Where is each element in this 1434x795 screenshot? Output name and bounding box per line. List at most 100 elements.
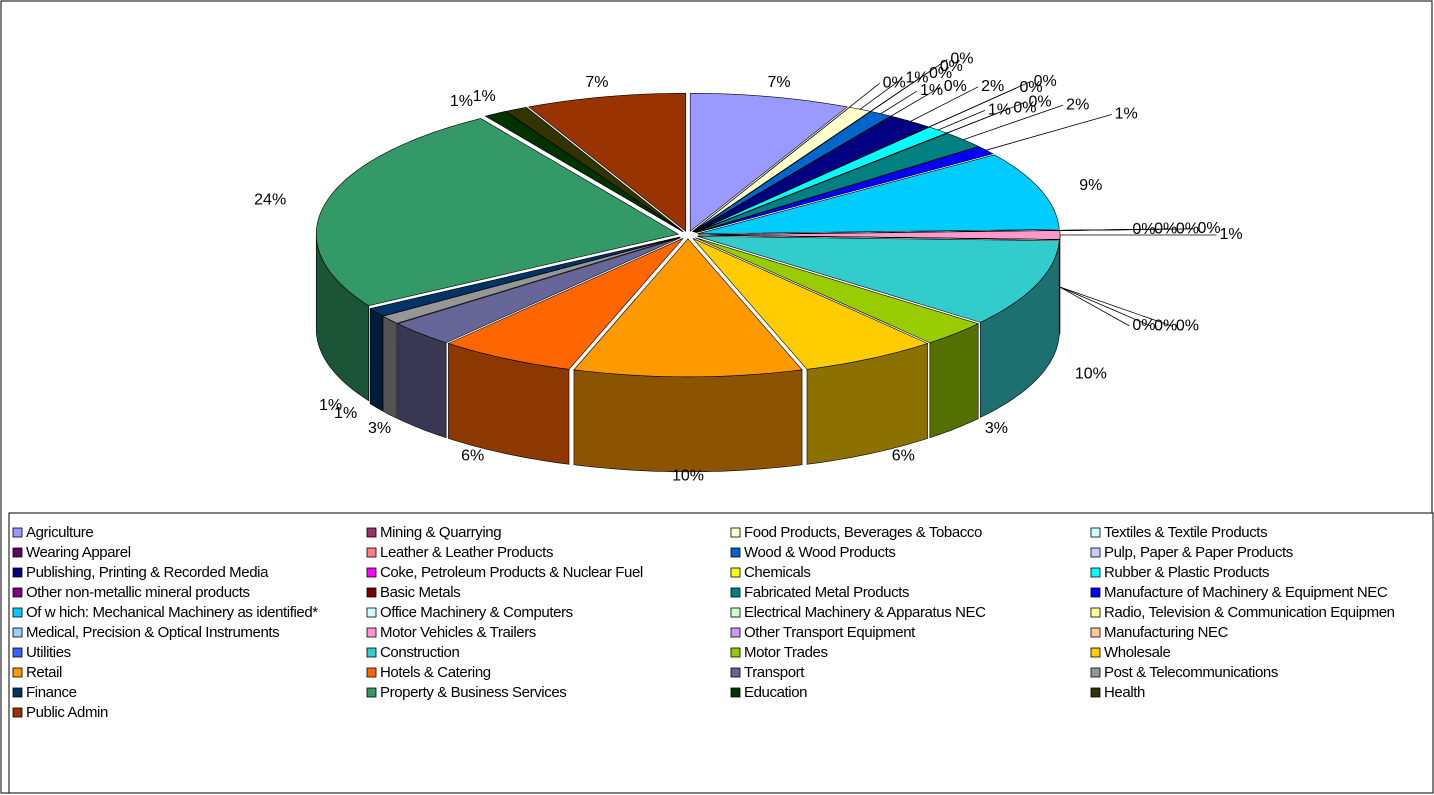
data-label: 2% bbox=[981, 78, 1004, 95]
legend-label: Wood & Wood Products bbox=[744, 544, 896, 561]
legend-label: Health bbox=[1104, 684, 1145, 701]
legend-label: Construction bbox=[380, 644, 459, 661]
legend-label: Coke, Petroleum Products & Nuclear Fuel bbox=[380, 564, 643, 581]
legend-swatch bbox=[366, 667, 377, 678]
legend-swatch bbox=[730, 587, 741, 598]
legend-label: Motor Vehicles & Trailers bbox=[380, 624, 536, 641]
legend-label: Chemicals bbox=[744, 564, 810, 581]
legend-label: Food Products, Beverages & Tobacco bbox=[744, 524, 982, 541]
leader-line bbox=[1059, 286, 1152, 327]
data-label: 9% bbox=[1079, 177, 1102, 194]
leader-line bbox=[1059, 228, 1195, 231]
leader-line bbox=[928, 81, 1031, 128]
legend-swatch bbox=[366, 647, 377, 658]
leader-line bbox=[870, 59, 948, 112]
data-label: 0% bbox=[1028, 93, 1051, 110]
data-label: 24% bbox=[254, 192, 286, 209]
legend-swatch bbox=[1090, 527, 1101, 538]
leader-line bbox=[890, 86, 941, 117]
data-label: 0% bbox=[883, 75, 906, 92]
legend-swatch bbox=[12, 667, 23, 678]
legend-swatch bbox=[730, 567, 741, 578]
legend-swatch bbox=[730, 667, 741, 678]
legend-label: Hotels & Catering bbox=[380, 664, 491, 681]
legend-label: Textiles & Textile Products bbox=[1104, 524, 1267, 541]
data-label: 0% bbox=[940, 58, 963, 75]
pie: 7% 0% 1% 0%0%0%1% 0% 2% 0%0%1% 0%0% 2%1%9%0%0%0%… bbox=[254, 51, 1242, 485]
data-label: 2% bbox=[1066, 96, 1089, 113]
legend-label: Manufacture of Machinery & Equipment NEC bbox=[1104, 584, 1388, 601]
data-label: 1% bbox=[1220, 226, 1243, 243]
legend-label: Transport bbox=[744, 664, 805, 681]
slice-side bbox=[397, 323, 447, 439]
legend-swatch bbox=[730, 547, 741, 558]
slice bbox=[689, 92, 848, 232]
data-label: 3% bbox=[368, 420, 391, 437]
slice bbox=[504, 106, 684, 232]
legend-swatch bbox=[12, 687, 23, 698]
legend-swatch bbox=[12, 547, 23, 558]
data-label: 0% bbox=[1013, 99, 1036, 116]
data-label: 0% bbox=[929, 65, 952, 82]
legend-label: Of w hich: Mechanical Machinery as ident… bbox=[26, 604, 318, 621]
leader-line bbox=[986, 114, 1112, 151]
legend-label: Electrical Machinery & Apparatus NEC bbox=[744, 604, 986, 621]
data-label: 1% bbox=[334, 405, 357, 422]
legend-swatch bbox=[1090, 687, 1101, 698]
data-label: 0% bbox=[1034, 73, 1057, 90]
legend-swatch bbox=[1090, 587, 1101, 598]
legend-swatch bbox=[1090, 567, 1101, 578]
leader-line bbox=[910, 86, 979, 122]
legend-swatch bbox=[730, 607, 741, 618]
legend-label: Property & Business Services bbox=[380, 684, 566, 701]
legend-swatch bbox=[12, 567, 23, 578]
legend-label: Agriculture bbox=[26, 524, 93, 541]
legend-label: Motor Trades bbox=[744, 644, 828, 661]
data-label: 7% bbox=[585, 74, 608, 91]
legend-label: Public Admin bbox=[26, 704, 108, 721]
legend-swatch bbox=[12, 647, 23, 658]
legend-swatch bbox=[1090, 667, 1101, 678]
legend-label: Utilities bbox=[26, 644, 71, 661]
data-label: 10% bbox=[1075, 366, 1107, 383]
legend-label: Other Transport Equipment bbox=[744, 624, 916, 641]
legend-swatch bbox=[366, 527, 377, 538]
data-label: 1% bbox=[905, 70, 928, 87]
legend-label: Other non-metallic mineral products bbox=[26, 584, 250, 601]
slice bbox=[692, 238, 929, 370]
legend-swatch bbox=[366, 567, 377, 578]
legend-swatch bbox=[366, 687, 377, 698]
legend-swatch bbox=[730, 647, 741, 658]
legend-label: Basic Metals bbox=[380, 584, 460, 601]
leader-line bbox=[937, 109, 986, 131]
slice bbox=[484, 111, 683, 232]
legend-swatch bbox=[366, 627, 377, 638]
data-label: 0% bbox=[1198, 220, 1221, 237]
slice bbox=[573, 238, 803, 378]
legend-label: Education bbox=[744, 684, 807, 701]
legend-swatch bbox=[12, 627, 23, 638]
legend-swatch bbox=[1090, 627, 1101, 638]
data-label: 10% bbox=[672, 468, 704, 485]
legend-swatch bbox=[730, 527, 741, 538]
slice-side bbox=[929, 323, 979, 439]
legend-swatch bbox=[12, 607, 23, 618]
leader-line bbox=[963, 104, 1064, 141]
legend-swatch bbox=[12, 707, 23, 718]
data-label: 1% bbox=[473, 88, 496, 105]
legend-label: Manufacturing NEC bbox=[1104, 624, 1229, 641]
legend-swatch bbox=[366, 607, 377, 618]
slice-tops bbox=[315, 92, 1061, 378]
legend-label: Medical, Precision & Optical Instruments bbox=[26, 624, 279, 641]
leader-line bbox=[859, 78, 903, 110]
slice bbox=[695, 237, 980, 344]
leader-line bbox=[1059, 286, 1173, 327]
data-label: 0% bbox=[1154, 317, 1177, 334]
legend-label: Pulp, Paper & Paper Products bbox=[1104, 544, 1293, 561]
slice bbox=[695, 132, 980, 233]
legend-label: Wearing Apparel bbox=[26, 544, 131, 561]
leader-line bbox=[946, 101, 1026, 134]
legend-swatch bbox=[366, 547, 377, 558]
data-label: 1% bbox=[450, 93, 473, 110]
legend-label: Post & Telecommunications bbox=[1104, 664, 1278, 681]
